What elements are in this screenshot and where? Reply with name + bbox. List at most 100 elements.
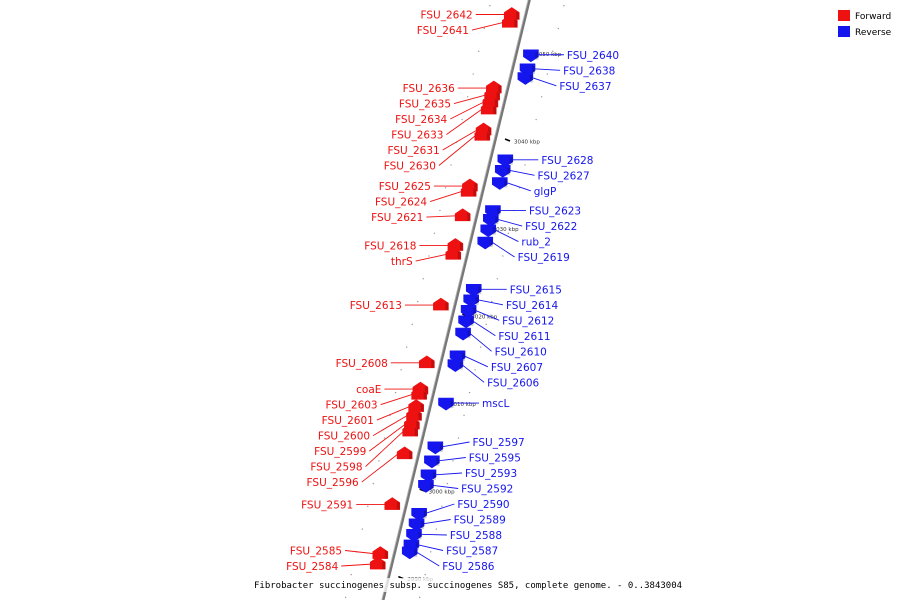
gene-label: FSU_2641 [417,25,469,37]
gene-feature [411,508,427,521]
gene-label: FSU_2628 [541,155,593,167]
gene-leader-line [471,21,504,31]
legend-forward-label: Forward [855,12,891,22]
gene-feature [454,208,471,222]
legend: Forward Reverse [838,10,892,38]
gene-feature [445,247,462,260]
gene-leader-line [438,457,466,462]
gene-leader-line [420,533,447,536]
gene-leader-line [341,563,372,567]
gene-feature [483,213,499,227]
gene-label: FSU_2586 [442,561,494,573]
gene-feature [494,164,511,178]
gene-feature [420,469,437,483]
gene-label: FSU_2623 [529,206,581,218]
gene-label: FSU_2614 [506,300,558,312]
gene-label: FSU_2600 [318,431,370,443]
gene-feature [463,294,479,308]
gene-label: FSU_2615 [510,284,562,296]
gene-label: mscL [482,398,509,410]
gene-label: FSU_2608 [336,358,388,370]
gene-leader-line [426,215,457,218]
gene-label: coaE [356,384,381,396]
gene-leader-line [477,299,504,306]
gene-feature [406,529,422,542]
legend-reverse-swatch [838,26,850,37]
gene-feature [523,49,539,63]
gene-leader-line [531,77,557,87]
gene-leader-line [506,182,531,192]
gene-feature [502,15,518,28]
gene-leader-line [380,393,413,406]
gene-label: FSU_2613 [350,300,402,312]
gene-feature [401,546,418,560]
gene-label: FSU_2585 [290,546,342,558]
gene-feature [372,546,389,559]
gene-label: FSU_2640 [567,50,619,62]
gene-feature [447,359,464,372]
gene-feature [419,355,435,369]
gene-leader-line [469,332,492,352]
gene-label: FSU_2607 [491,362,543,374]
gene-feature [455,327,471,341]
gene-feature [438,397,454,411]
gene-feature [474,127,491,141]
gene-leader-line [434,472,462,476]
gene-label: FSU_2634 [395,114,447,126]
gene-label: FSU_2584 [286,561,338,573]
gene-label: FSU_2601 [322,415,374,427]
genome-backbone [381,0,531,600]
gene-feature [477,236,494,250]
gene-leader-line [376,406,410,421]
gene-leader-line [345,550,374,555]
gene-feature [411,387,427,400]
scale-tick-mark [504,138,511,142]
gene-label: FSU_2589 [454,515,506,527]
gene-label: FSU_2592 [461,484,513,496]
gene-leader-line [453,94,486,104]
gene-feature [447,238,464,251]
gene-feature [517,72,534,85]
gene-label: FSU_2597 [473,437,525,449]
scale-tick-label: 3040 kbp [514,140,540,146]
gene-label: FSU_2618 [364,241,416,253]
gene-feature [460,305,477,318]
gene-leader-line [497,218,523,227]
gene-leader-line [372,414,408,436]
gene-leader-line [474,309,500,321]
gene-leader-line [441,441,470,448]
gene-leader-line [463,355,489,368]
gene-leader-line [361,453,399,483]
gene-feature [433,297,449,311]
scale-tick-label: 3020 kbp [471,315,497,321]
gene-label: FSU_2635 [399,99,451,111]
gene-label: FSU_2630 [384,161,436,173]
gene-label: FSU_2610 [495,346,547,358]
gene-leader-line [417,544,444,551]
gene-label: FSU_2627 [538,170,590,182]
gene-feature [491,177,508,190]
gene-label: thrS [391,256,413,268]
gene-features [369,7,539,570]
gene-label: FSU_2625 [379,181,431,193]
genome-caption: Fibrobacter succinogenes subsp. succinog… [254,581,682,591]
gene-leader-line [494,229,519,242]
gene-leader-line [442,129,478,151]
gene-label: FSU_2598 [310,462,362,474]
gene-feature [396,446,413,460]
legend-forward-swatch [838,10,850,21]
gene-feature [418,480,434,493]
gene-leader-line [446,108,483,135]
gene-label: FSU_2621 [371,212,423,224]
legend-reverse-label: Reverse [855,28,892,38]
gene-label: FSU_2590 [457,499,509,511]
gene-leader-line [432,484,459,489]
gene-leader-line [369,423,406,452]
gene-label: FSU_2637 [559,81,611,93]
gene-leader-line [415,551,440,567]
gene-leader-line [438,134,477,166]
gene-leader-line [415,253,447,262]
scale-tick-label: 3010 kbp [450,402,476,408]
gene-label: FSU_2631 [388,145,440,157]
gene-leader-line [450,101,485,120]
